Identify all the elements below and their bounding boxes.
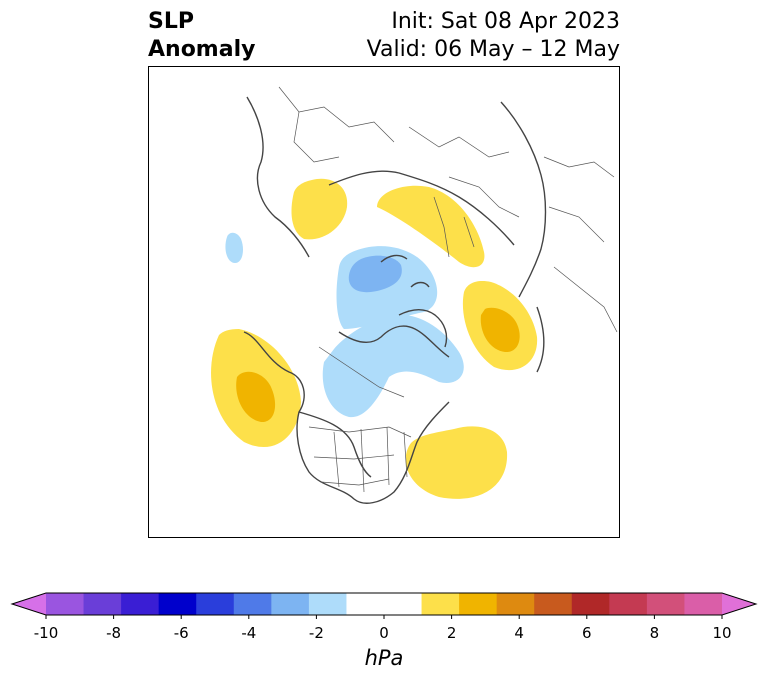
colorbar-segment (308, 593, 347, 615)
western-europe-high (291, 178, 348, 240)
colorbar-ticks (45, 615, 723, 619)
colorbar-segment (684, 593, 723, 615)
colorbar-segment (384, 593, 423, 615)
anomaly-layer (211, 178, 538, 499)
colorbar-segment (609, 593, 648, 615)
map-panel (148, 66, 620, 538)
colorbar-tick-label: 2 (446, 624, 457, 642)
colorbar-tick-label: 10 (712, 624, 732, 642)
colorbar (10, 592, 758, 619)
colorbar-segment (534, 593, 573, 615)
east-asia-high-core (480, 307, 520, 353)
colorbar-tick-label: -4 (241, 624, 257, 642)
colorbar-segment (271, 593, 310, 615)
map-title: SLP Anomaly (148, 8, 255, 64)
borders (278, 86, 618, 493)
date-info: Init: Sat 08 Apr 2023 Valid: 06 May – 12… (367, 8, 620, 64)
coastlines (243, 96, 547, 504)
init-label: Init: Sat 08 Apr 2023 (391, 9, 620, 34)
colorbar-segment (421, 593, 460, 615)
colorbar-tick-label: 4 (514, 624, 524, 642)
arctic-low-core (348, 255, 402, 293)
colorbar-unit-label: hPa (364, 646, 404, 670)
colorbar-segment (46, 593, 85, 615)
map-svg (211, 86, 618, 504)
colorbar-segment (571, 593, 610, 615)
colorbar-segment (233, 593, 272, 615)
east-us-atlantic-high (405, 426, 508, 499)
colorbar-segment (196, 593, 235, 615)
colorbar-tick-label: -10 (33, 624, 59, 642)
colorbar-segment (121, 593, 160, 615)
colorbar-segment (158, 593, 197, 615)
colorbar-tick-label: 0 (379, 624, 389, 642)
colorbar-segment (496, 593, 535, 615)
title-line-2: Anomaly (148, 37, 256, 62)
colorbar-tick-label: 8 (649, 624, 660, 642)
atlantic-small-low (225, 232, 243, 263)
title-line-1: SLP (148, 9, 194, 34)
colorbar-tick-label: -2 (308, 624, 324, 642)
colorbar-extend-max (722, 593, 756, 615)
colorbar-segment (83, 593, 122, 615)
colorbar-segments (12, 593, 756, 615)
canada-greenland-low (322, 314, 464, 418)
valid-label: Valid: 06 May – 12 May (366, 37, 620, 62)
colorbar-tick-label: -8 (106, 624, 122, 642)
colorbar-segment (459, 593, 498, 615)
colorbar-tick-label: 6 (582, 624, 592, 642)
colorbar-extend-min (12, 593, 46, 615)
north-pacific-high-core (236, 371, 276, 423)
colorbar-tick-label: -6 (173, 624, 189, 642)
colorbar-segment (646, 593, 685, 615)
colorbar-segment (346, 593, 385, 615)
scandinavia-russia-high (377, 185, 485, 268)
